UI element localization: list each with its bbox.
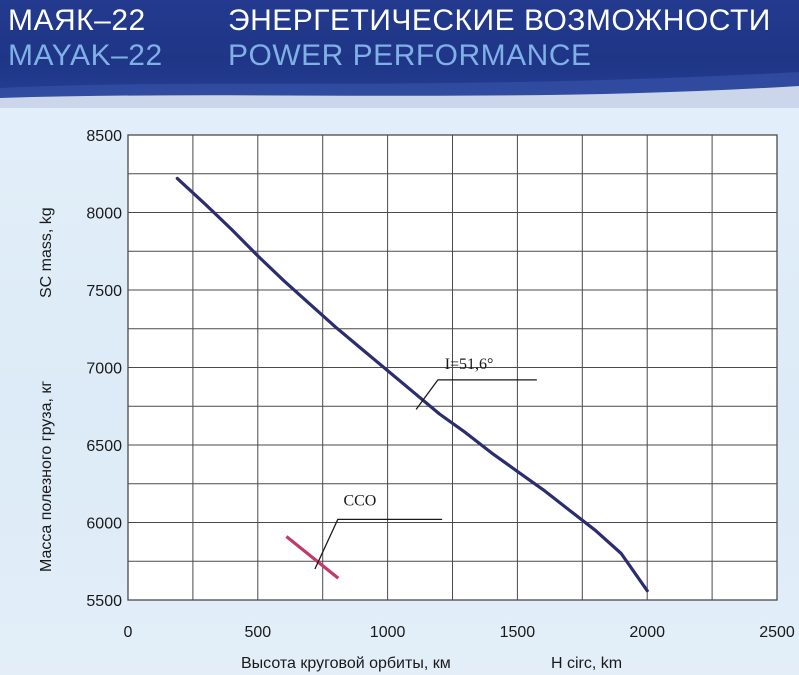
y-tick-label: 6500: [86, 438, 122, 455]
leader-line-inclination: [415, 379, 537, 410]
x-tick-label: 1000: [370, 624, 406, 641]
header-title-en-model: MAYAK–22: [8, 39, 163, 72]
chart-annotations: I=51,6° ССО: [314, 356, 537, 570]
header-title-en-section: POWER PERFORMANCE: [228, 39, 592, 72]
x-tick-label: 0: [124, 624, 133, 641]
x-tick-label: 2500: [759, 624, 795, 641]
header-title-ru-model: МАЯК–22: [8, 4, 146, 37]
annotation-inclination-label: I=51,6°: [445, 356, 494, 373]
y-axis-label-ru: Масса полезного груза, кг: [38, 381, 55, 572]
header-title-ru-section: ЭНЕРГЕТИЧЕСКИЕ ВОЗМОЖНОСТИ: [228, 4, 771, 37]
leader-line-sso: [314, 518, 443, 570]
x-tick-label: 2000: [629, 624, 665, 641]
y-tick-label: 7000: [86, 361, 122, 378]
chart-ticks: 0 500 1000 1500 2000 2500 5500 6000 6500 7000 7500…: [86, 128, 794, 641]
chart-grid: [127, 134, 778, 601]
x-axis-label-en: H circ, km: [551, 655, 622, 672]
chart-series: [175, 176, 649, 593]
x-tick-label: 500: [244, 624, 271, 641]
header-swoosh-decoration: [0, 72, 799, 108]
annotation-sso-label: ССО: [343, 492, 376, 509]
header-banner: МАЯК–22 ЭНЕРГЕТИЧЕСКИЕ ВОЗМОЖНОСТИ MAYAK…: [0, 0, 799, 108]
series-line-inclination-51-6: [175, 176, 649, 593]
y-tick-label: 5500: [86, 593, 122, 610]
series-line-sso: [285, 535, 340, 580]
y-tick-label: 8000: [86, 206, 122, 223]
x-tick-label: 1500: [500, 624, 536, 641]
y-tick-label: 8500: [86, 128, 122, 145]
y-tick-label: 7500: [86, 283, 122, 300]
x-axis-label-ru: Высота круговой орбиты, км: [241, 655, 451, 672]
y-tick-label: 6000: [86, 516, 122, 533]
y-axis-label-en: SC mass, kg: [38, 207, 55, 298]
